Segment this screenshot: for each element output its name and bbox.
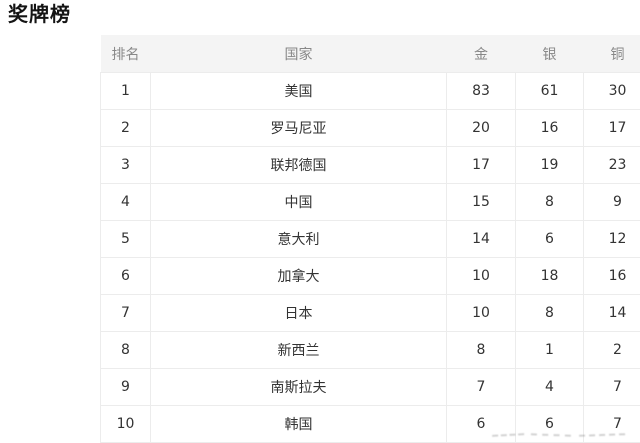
bronze-cell: 30 [584, 73, 640, 110]
rank-cell: 5 [101, 221, 151, 258]
rank-cell: 3 [101, 147, 151, 184]
col-header-country: 国家 [151, 35, 447, 73]
silver-cell: 1 [516, 332, 584, 369]
country-cell: 意大利 [151, 221, 447, 258]
country-cell: 韩国 [151, 406, 447, 443]
rank-cell: 9 [101, 369, 151, 406]
country-cell: 罗马尼亚 [151, 110, 447, 147]
bronze-cell: 2 [584, 332, 640, 369]
gold-cell: 20 [447, 110, 516, 147]
gold-cell: 10 [447, 295, 516, 332]
col-header-rank: 排名 [101, 35, 151, 73]
bronze-cell: 16 [584, 258, 640, 295]
bronze-cell: 9 [584, 184, 640, 221]
country-cell: 新西兰 [151, 332, 447, 369]
bronze-cell: 7 [584, 406, 640, 443]
country-cell: 加拿大 [151, 258, 447, 295]
gold-cell: 15 [447, 184, 516, 221]
silver-cell: 61 [516, 73, 584, 110]
gold-cell: 6 [447, 406, 516, 443]
gold-cell: 10 [447, 258, 516, 295]
gold-cell: 8 [447, 332, 516, 369]
bronze-cell: 17 [584, 110, 640, 147]
rank-cell: 7 [101, 295, 151, 332]
bronze-cell: 23 [584, 147, 640, 184]
col-header-bronze: 铜 [584, 35, 640, 73]
rank-cell: 1 [101, 73, 151, 110]
gold-cell: 14 [447, 221, 516, 258]
rank-cell: 6 [101, 258, 151, 295]
rank-cell: 10 [101, 406, 151, 443]
silver-cell: 19 [516, 147, 584, 184]
silver-cell: 6 [516, 406, 584, 443]
bronze-cell: 7 [584, 369, 640, 406]
country-cell: 日本 [151, 295, 447, 332]
silver-cell: 6 [516, 221, 584, 258]
rank-cell: 2 [101, 110, 151, 147]
col-header-gold: 金 [447, 35, 516, 73]
bronze-cell: 14 [584, 295, 640, 332]
rank-cell: 4 [101, 184, 151, 221]
country-cell: 南斯拉夫 [151, 369, 447, 406]
page-title: 奖牌榜 [8, 0, 71, 28]
gold-cell: 83 [447, 73, 516, 110]
country-cell: 美国 [151, 73, 447, 110]
bronze-cell: 12 [584, 221, 640, 258]
header-row: 排名 国家 金 银 铜 [101, 35, 640, 73]
country-cell: 联邦德国 [151, 147, 447, 184]
gold-cell: 17 [447, 147, 516, 184]
silver-cell: 4 [516, 369, 584, 406]
rank-cell: 8 [101, 332, 151, 369]
gold-cell: 7 [447, 369, 516, 406]
silver-cell: 8 [516, 184, 584, 221]
country-cell: 中国 [151, 184, 447, 221]
silver-cell: 8 [516, 295, 584, 332]
silver-cell: 18 [516, 258, 584, 295]
silver-cell: 16 [516, 110, 584, 147]
col-header-silver: 银 [516, 35, 584, 73]
